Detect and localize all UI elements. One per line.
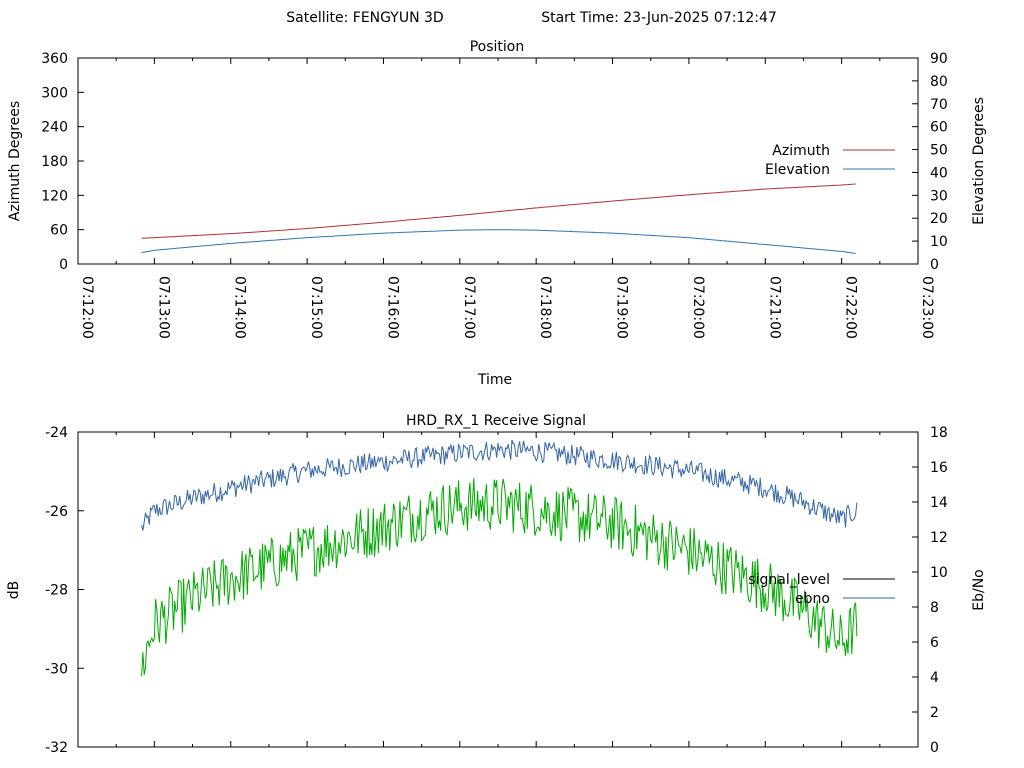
position-y2tick-label: 20	[930, 211, 948, 227]
position-y2tick-label: 30	[930, 188, 948, 204]
signal-y2tick-label: 12	[930, 530, 948, 546]
signal-ytick-label: -26	[45, 504, 68, 520]
position-xtick-label: 07:13:00	[155, 276, 171, 339]
position-xtick-label: 07:12:00	[79, 276, 95, 339]
position-ylabel: Azimuth Degrees	[7, 101, 23, 221]
signal-y2tick-label: 18	[930, 425, 948, 441]
position-y2tick-label: 40	[930, 165, 948, 181]
position-xtick-label: 07:21:00	[766, 276, 782, 339]
position-xtick-label: 07:15:00	[308, 276, 324, 339]
position-xtick-label: 07:22:00	[843, 276, 859, 339]
signal-ytick-label: -32	[45, 740, 68, 756]
signal-y2tick-label: 8	[930, 600, 939, 616]
position-y2tick-label: 60	[930, 120, 948, 136]
position-series-Azimuth-line	[141, 183, 856, 239]
position-ytick-label: 360	[41, 51, 68, 67]
position-xtick-label: 07:18:00	[537, 276, 553, 339]
position-xlabel: Time	[477, 372, 512, 388]
signal-series-ebno-line	[141, 439, 858, 531]
position-ytick-label: 60	[50, 223, 68, 239]
signal-y2label: Eb/No	[971, 569, 987, 611]
position-xtick-label: 07:20:00	[690, 276, 706, 339]
signal-legend-label-ebno: ebno	[795, 591, 830, 607]
position-y2tick-label: 10	[930, 234, 948, 250]
signal-legend-label-signal_level: signal_level	[748, 572, 830, 588]
position-ytick-label: 120	[41, 188, 68, 204]
position-y2tick-label: 90	[930, 51, 948, 67]
signal-y2tick-label: 10	[930, 565, 948, 581]
position-y2label: Elevation Degrees	[971, 97, 987, 225]
position-y2tick-label: 0	[930, 257, 939, 273]
position-ytick-label: 300	[41, 85, 68, 101]
position-legend-label-Azimuth: Azimuth	[772, 143, 830, 159]
signal-ytick-label: -30	[45, 661, 68, 677]
signal-y2tick-label: 0	[930, 740, 939, 756]
signal-series-series2-line	[141, 478, 858, 677]
start-time-label: Start Time: 23-Jun-2025 07:12:47	[541, 10, 777, 26]
position-series-Elevation-line	[141, 229, 856, 254]
signal-y2tick-label: 2	[930, 705, 939, 721]
signal-y2tick-label: 6	[930, 635, 939, 651]
signal-y2tick-label: 4	[930, 670, 939, 686]
position-ytick-label: 0	[59, 257, 68, 273]
position-chart: Position Azimuth Degrees Elevation Degre…	[7, 39, 987, 388]
signal-ylabel: dB	[6, 581, 22, 600]
signal-ytick-label: -24	[45, 425, 68, 441]
position-ytick-label: 240	[41, 120, 68, 136]
position-y2tick-label: 70	[930, 97, 948, 113]
signal-ytick-label: -28	[45, 583, 68, 599]
satellite-label: Satellite: FENGYUN 3D	[286, 10, 443, 26]
position-xtick-label: 07:23:00	[919, 276, 935, 339]
position-legend-label-Elevation: Elevation	[765, 162, 830, 178]
position-xtick-label: 07:17:00	[461, 276, 477, 339]
position-y2tick-label: 50	[930, 143, 948, 159]
position-chart-title: Position	[470, 39, 525, 55]
signal-chart-title: HRD_RX_1 Receive Signal	[406, 413, 586, 429]
signal-y2tick-label: 16	[930, 460, 948, 476]
position-y2tick-label: 80	[930, 74, 948, 90]
position-ytick-label: 180	[41, 154, 68, 170]
position-xtick-label: 07:14:00	[232, 276, 248, 339]
signal-y2tick-label: 14	[930, 495, 948, 511]
position-xtick-label: 07:16:00	[384, 276, 400, 339]
signal-chart: HRD_RX_1 Receive Signal dB Eb/No -24 -26 -…	[6, 413, 987, 756]
position-xtick-label: 07:19:00	[614, 276, 630, 339]
